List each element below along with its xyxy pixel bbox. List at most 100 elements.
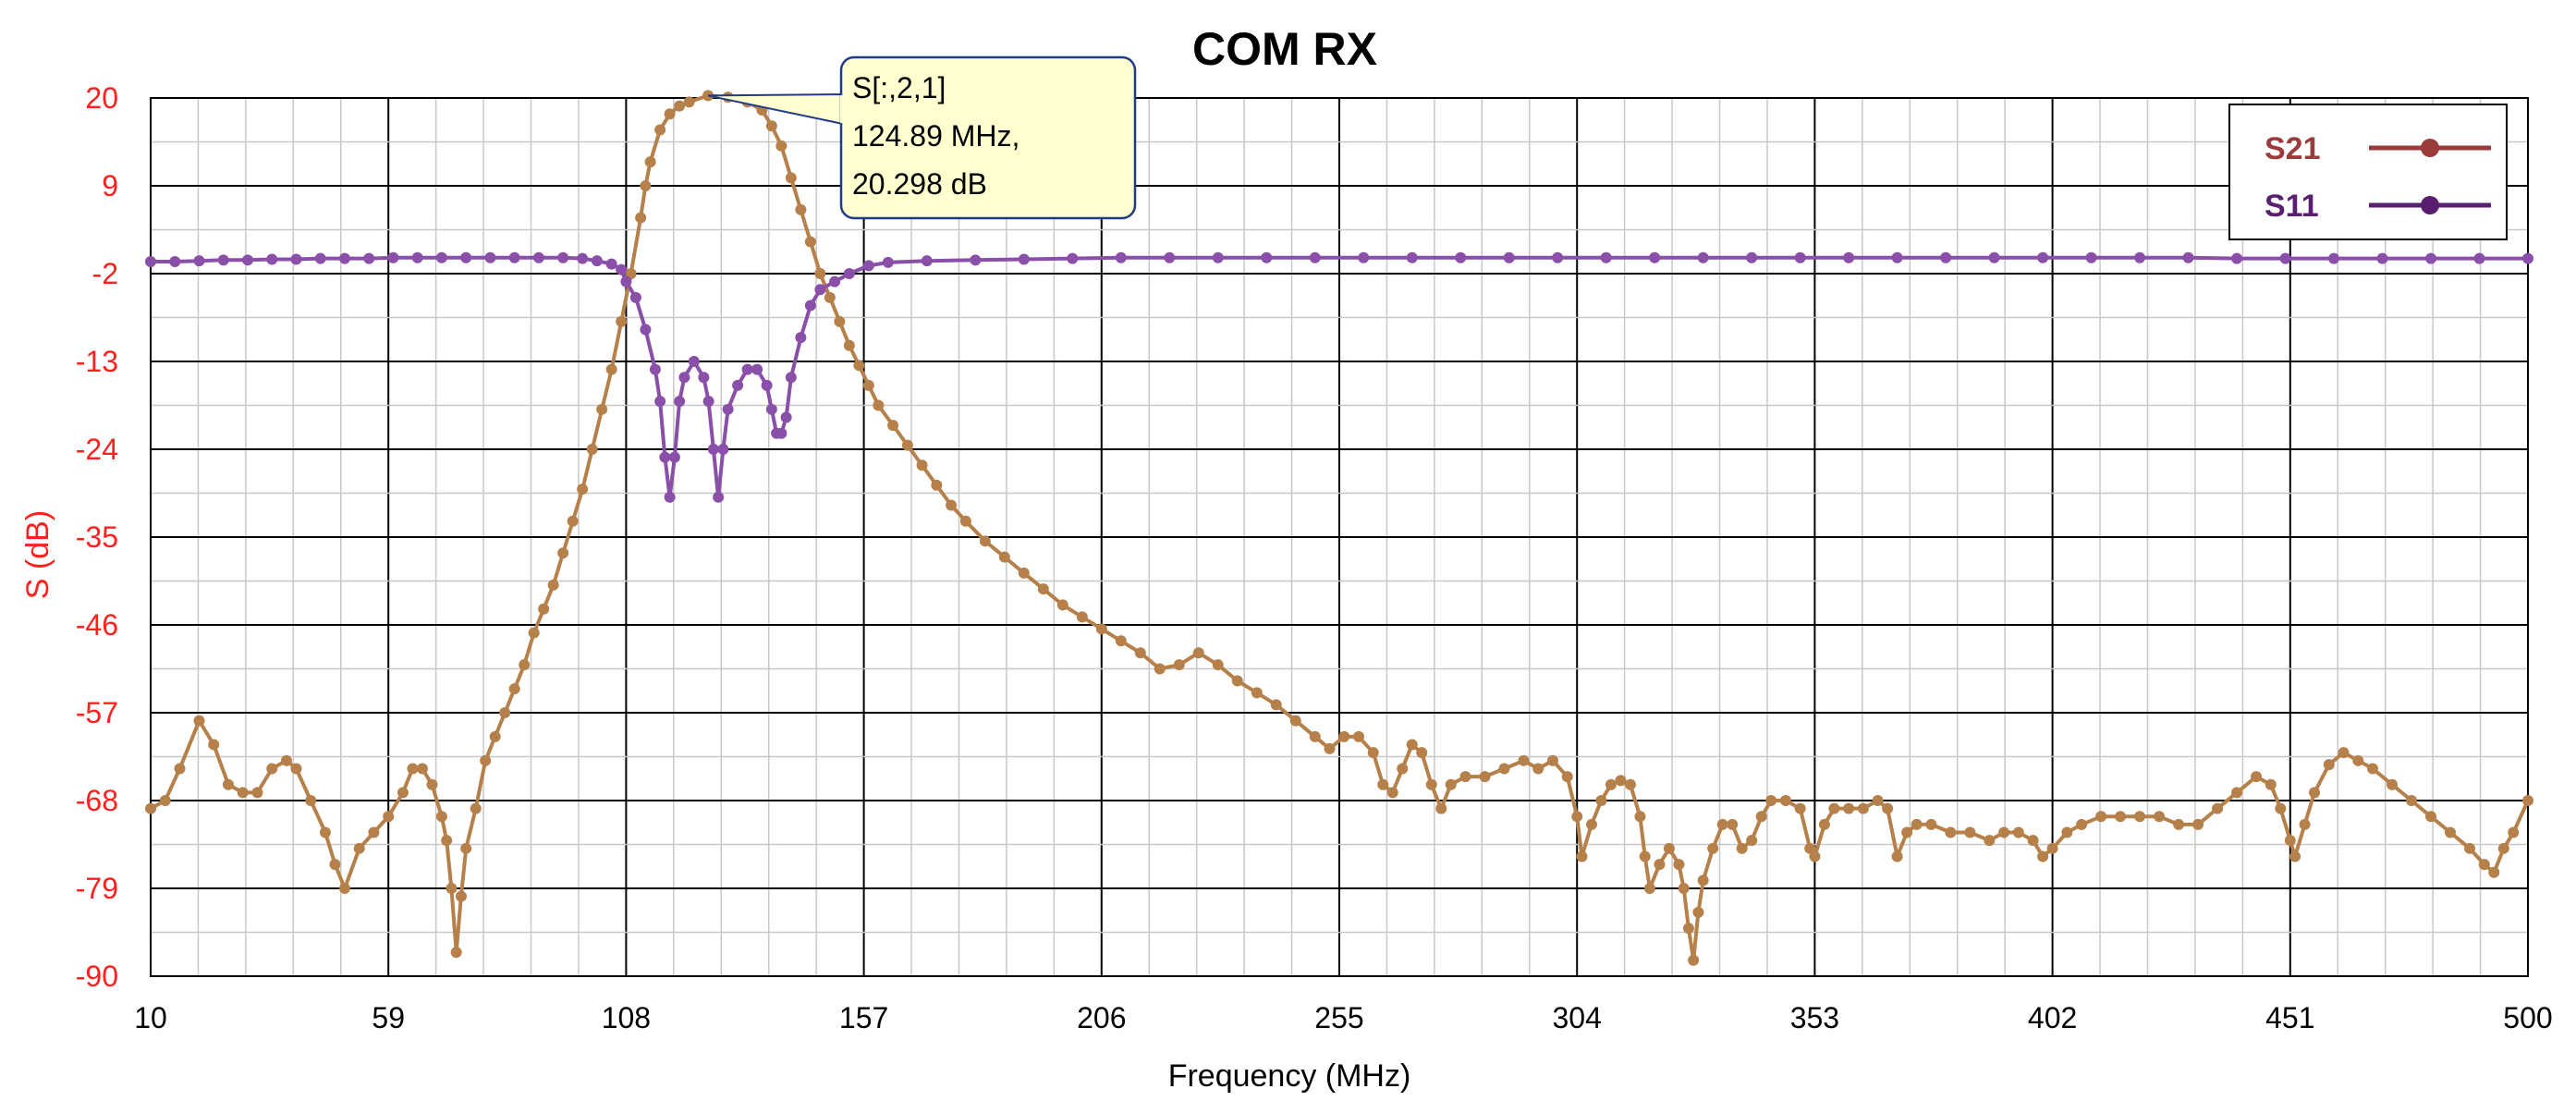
y-tick-label: -57 <box>76 696 118 729</box>
chart-title: COM RX <box>1192 23 1377 75</box>
data-point-s21 <box>567 515 579 527</box>
data-point-s21 <box>2046 842 2058 854</box>
data-point-s11 <box>649 363 661 375</box>
data-point-s21 <box>1755 811 1767 823</box>
data-point-s21 <box>1585 818 1597 830</box>
data-point-s11 <box>1067 252 1079 264</box>
data-point-s21 <box>1289 715 1301 727</box>
data-point-s21 <box>208 739 220 751</box>
data-point-s21 <box>441 835 453 847</box>
x-tick-label: 500 <box>2503 1001 2552 1034</box>
data-point-s21 <box>1828 802 1840 814</box>
data-point-s11 <box>1503 251 1515 263</box>
data-point-s21 <box>586 444 598 455</box>
data-point-s21 <box>1911 818 1923 830</box>
data-point-s21 <box>1615 775 1627 787</box>
data-point-s21 <box>547 579 559 591</box>
data-point-s21 <box>489 730 501 742</box>
data-point-s21 <box>470 802 482 814</box>
data-point-s11 <box>1164 251 1176 263</box>
data-point-s11 <box>2425 252 2437 264</box>
data-point-s21 <box>1338 730 1350 742</box>
data-point-s21 <box>2173 818 2185 830</box>
data-point-s21 <box>1192 647 1204 659</box>
data-point-s21 <box>338 883 350 894</box>
data-point-s21 <box>887 420 899 432</box>
data-point-s11 <box>775 427 787 439</box>
data-tooltip: S[:,2,1] 124.89 MHz, 20.298 dB <box>707 55 1137 220</box>
y-axis-label: S (dB) <box>20 510 55 599</box>
data-point-s21 <box>1561 771 1573 783</box>
data-point-s11 <box>717 444 729 455</box>
data-point-s11 <box>620 275 632 287</box>
data-point-s21 <box>2406 795 2418 806</box>
data-point-s21 <box>1173 659 1185 671</box>
data-point-s21 <box>2061 826 2073 838</box>
data-point-s21 <box>1397 763 1409 775</box>
data-point-s11 <box>664 491 676 503</box>
data-point-s21 <box>664 108 676 120</box>
data-point-s21 <box>616 315 628 327</box>
x-tick-label: 59 <box>372 1001 405 1034</box>
data-point-s21 <box>528 627 540 639</box>
data-point-s21 <box>1435 802 1447 814</box>
data-point-s11 <box>970 254 982 266</box>
data-point-s21 <box>2299 818 2311 830</box>
data-point-s11 <box>2328 252 2340 264</box>
y-tick-label: -13 <box>76 345 118 378</box>
data-point-s21 <box>1324 742 1336 754</box>
data-point-s21 <box>1682 923 1694 935</box>
tooltip-box <box>839 55 1137 220</box>
data-point-s21 <box>1707 842 1719 854</box>
data-point-s21 <box>635 212 647 224</box>
data-point-s21 <box>862 379 874 391</box>
data-point-s21 <box>1804 842 1816 854</box>
data-point-s11 <box>314 252 326 264</box>
data-point-s21 <box>785 172 797 184</box>
data-point-s11 <box>266 253 278 265</box>
data-point-s11 <box>363 252 375 264</box>
data-point-s21 <box>1406 739 1418 751</box>
data-point-s21 <box>1746 835 1758 847</box>
tooltip-line: S[:,2,1] <box>852 71 946 104</box>
data-point-s11 <box>698 372 710 384</box>
data-point-s11 <box>1746 251 1758 263</box>
data-point-s11 <box>411 251 423 263</box>
data-point-s21 <box>814 268 826 279</box>
data-point-s11 <box>241 254 253 266</box>
data-point-s21 <box>416 763 428 775</box>
grid <box>150 97 2529 977</box>
data-point-s21 <box>765 120 777 132</box>
data-point-s21 <box>1134 647 1146 659</box>
data-point-s21 <box>640 180 652 191</box>
data-point-s21 <box>1688 954 1700 966</box>
legend: S21 S11 <box>2228 104 2508 240</box>
data-point-s11 <box>484 251 496 263</box>
data-point-s21 <box>1231 675 1243 687</box>
data-point-s21 <box>1882 802 1894 814</box>
data-point-s21 <box>1809 850 1821 862</box>
x-tick-label: 255 <box>1314 1001 1363 1034</box>
data-point-s21 <box>1498 763 1510 775</box>
data-point-s21 <box>596 403 608 415</box>
data-point-s11 <box>829 275 841 287</box>
x-tick-label: 10 <box>134 1001 167 1034</box>
data-point-s11 <box>2473 252 2485 264</box>
data-point-s21 <box>916 459 928 471</box>
data-point-s21 <box>683 96 695 108</box>
data-point-s21 <box>222 778 234 790</box>
legend-label: S11 <box>2265 189 2319 224</box>
data-point-s21 <box>319 826 331 838</box>
data-point-s11 <box>557 251 569 263</box>
data-point-s21 <box>435 811 447 823</box>
data-point-s11 <box>751 363 763 375</box>
y-tick-labels: 20 9 -2 -13 -24 -35 -46 -57 -68 -79 -90 <box>76 81 118 993</box>
data-point-s11 <box>1940 251 1952 263</box>
data-point-s21 <box>834 315 846 327</box>
data-point-s11 <box>882 256 894 268</box>
series-s11 <box>145 251 2533 503</box>
data-point-s11 <box>605 258 617 270</box>
y-tick-label: -46 <box>76 608 118 642</box>
data-point-s21 <box>946 499 958 511</box>
